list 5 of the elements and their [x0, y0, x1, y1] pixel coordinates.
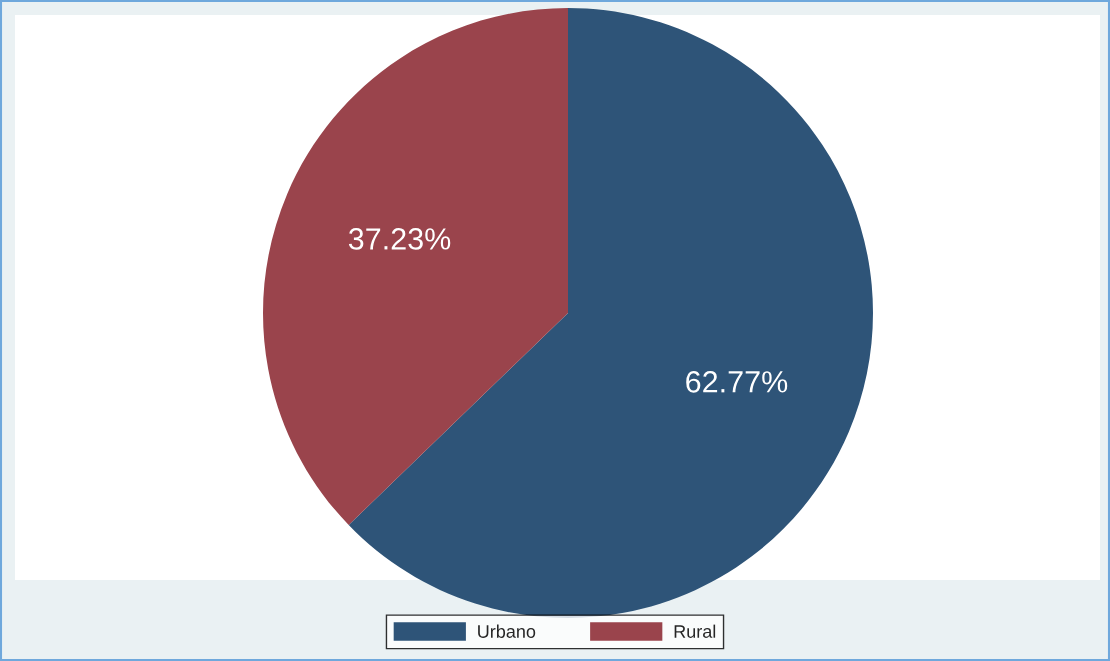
legend-label: Urbano — [478, 624, 536, 638]
data-label: 37.23% — [348, 228, 451, 250]
legend-label: Rural — [674, 624, 716, 638]
pie-slice — [263, 8, 568, 525]
data-label: 62.77% — [686, 371, 788, 393]
